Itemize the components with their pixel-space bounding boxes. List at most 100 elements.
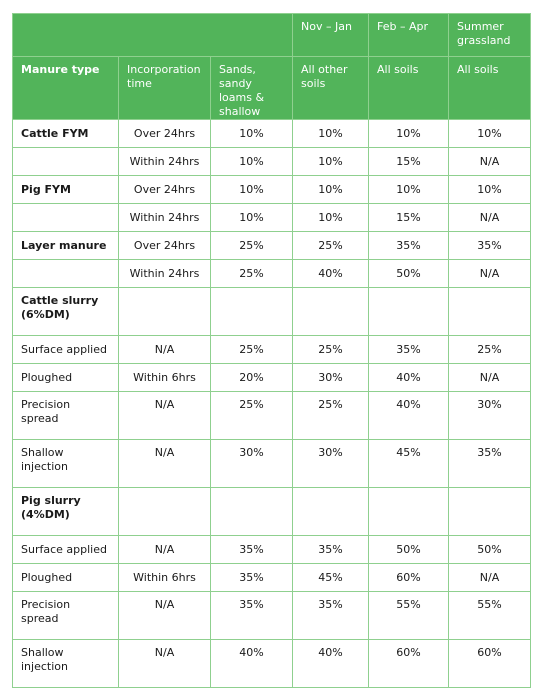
value-cell: 60% (448, 639, 532, 688)
value-cell: 25% (209, 231, 294, 260)
manure-type: Precision spread (12, 591, 119, 640)
incorporation-time: Within 6hrs (118, 563, 211, 592)
table-row: Nov – Jan Feb – Apr Summer grassland (11, 13, 532, 57)
period-header: Summer grassland (448, 13, 532, 57)
manure-type: Pig slurry (4%DM) (12, 487, 119, 536)
incorporation-time: N/A (118, 591, 211, 640)
value-cell: 10% (209, 203, 294, 232)
value-cell: 10% (292, 119, 370, 148)
value-cell: 25% (209, 391, 294, 440)
table-row: Manure type Incorporation time Sands, sand… (12, 56, 532, 120)
value-cell: 35% (209, 591, 294, 640)
value-cell: 30% (292, 439, 370, 488)
value-cell: 10% (292, 147, 370, 176)
value-cell (292, 287, 370, 336)
value-cell (209, 287, 294, 336)
incorporation-time: Within 24hrs (118, 259, 211, 288)
column-header: All soils (448, 56, 532, 120)
value-cell (368, 287, 450, 336)
value-cell (292, 487, 370, 536)
manure-type: Ploughed (12, 563, 119, 592)
table-row: Shallow injection N/A 30% 30% 45% 35% (12, 439, 532, 488)
table-row: Precision spread N/A 25% 25% 40% 30% (12, 391, 532, 440)
incorporation-time: N/A (118, 439, 211, 488)
table-row: Surface applied N/A 35% 35% 50% 50% (12, 535, 532, 564)
value-cell: 10% (209, 119, 294, 148)
table-row: Shallow injection N/A 40% 40% 60% 60% (12, 639, 532, 688)
incorporation-time: N/A (118, 335, 211, 364)
value-cell: 35% (368, 335, 450, 364)
incorporation-time: Within 24hrs (118, 203, 211, 232)
value-cell: 35% (448, 231, 532, 260)
value-cell: 35% (292, 535, 370, 564)
value-cell: N/A (448, 203, 532, 232)
manure-table: Nov – Jan Feb – Apr Summer grassland Manure… (11, 13, 532, 688)
value-cell: 10% (209, 147, 294, 176)
manure-type: Surface applied (12, 335, 119, 364)
value-cell: 25% (209, 335, 294, 364)
header-blank (11, 13, 294, 57)
value-cell: 10% (448, 175, 532, 204)
column-header: All other soils (292, 56, 370, 120)
value-cell: 20% (209, 363, 294, 392)
value-cell: 10% (368, 175, 450, 204)
value-cell: 25% (292, 391, 370, 440)
table-row: Pig FYM Over 24hrs 10% 10% 10% 10% (12, 175, 532, 204)
table-row: Ploughed Within 6hrs 35% 45% 60% N/A (12, 563, 532, 592)
value-cell: 10% (448, 119, 532, 148)
value-cell: 35% (368, 231, 450, 260)
value-cell: 25% (292, 335, 370, 364)
value-cell: 50% (448, 535, 532, 564)
table-row: Cattle slurry (6%DM) (12, 287, 532, 336)
table-row: Within 24hrs 25% 40% 50% N/A (12, 259, 532, 288)
value-cell: N/A (448, 363, 532, 392)
incorporation-time: N/A (118, 639, 211, 688)
table-row: Layer manure Over 24hrs 25% 25% 35% 35% (12, 231, 532, 260)
manure-type (12, 259, 119, 288)
table-row: Within 24hrs 10% 10% 15% N/A (12, 147, 532, 176)
column-header: Manure type (12, 56, 119, 120)
value-cell: 25% (209, 259, 294, 288)
incorporation-time: Over 24hrs (118, 231, 211, 260)
value-cell: 55% (368, 591, 450, 640)
value-cell: N/A (448, 147, 532, 176)
page: Nov – Jan Feb – Apr Summer grassland Manure… (11, 13, 532, 688)
value-cell: N/A (448, 259, 532, 288)
table-body: Nov – Jan Feb – Apr Summer grassland Manure… (11, 13, 532, 688)
column-header: Incorporation time (118, 56, 211, 120)
value-cell: 15% (368, 147, 450, 176)
table-row: Within 24hrs 10% 10% 15% N/A (12, 203, 532, 232)
column-header: All soils (368, 56, 450, 120)
value-cell (448, 487, 532, 536)
value-cell: 40% (292, 259, 370, 288)
incorporation-time: Over 24hrs (118, 119, 211, 148)
value-cell: 15% (368, 203, 450, 232)
manure-type: Pig FYM (12, 175, 119, 204)
value-cell: 30% (209, 439, 294, 488)
value-cell: 30% (292, 363, 370, 392)
manure-type: Surface applied (12, 535, 119, 564)
incorporation-time: Within 24hrs (118, 147, 211, 176)
value-cell: 40% (368, 363, 450, 392)
incorporation-time: Within 6hrs (118, 363, 211, 392)
period-header: Feb – Apr (368, 13, 450, 57)
incorporation-time: N/A (118, 391, 211, 440)
value-cell (209, 487, 294, 536)
value-cell: 35% (209, 563, 294, 592)
value-cell: 25% (292, 231, 370, 260)
value-cell: N/A (448, 563, 532, 592)
manure-type: Layer manure (12, 231, 119, 260)
manure-type: Cattle FYM (12, 119, 119, 148)
manure-type: Precision spread (12, 391, 119, 440)
value-cell: 10% (292, 175, 370, 204)
value-cell: 55% (448, 591, 532, 640)
incorporation-time (118, 287, 211, 336)
manure-type: Ploughed (12, 363, 119, 392)
value-cell: 10% (209, 175, 294, 204)
value-cell: 30% (448, 391, 532, 440)
manure-type: Shallow injection (12, 639, 119, 688)
period-header: Nov – Jan (292, 13, 370, 57)
value-cell: 60% (368, 563, 450, 592)
value-cell: 10% (368, 119, 450, 148)
table-row: Surface applied N/A 25% 25% 35% 25% (12, 335, 532, 364)
